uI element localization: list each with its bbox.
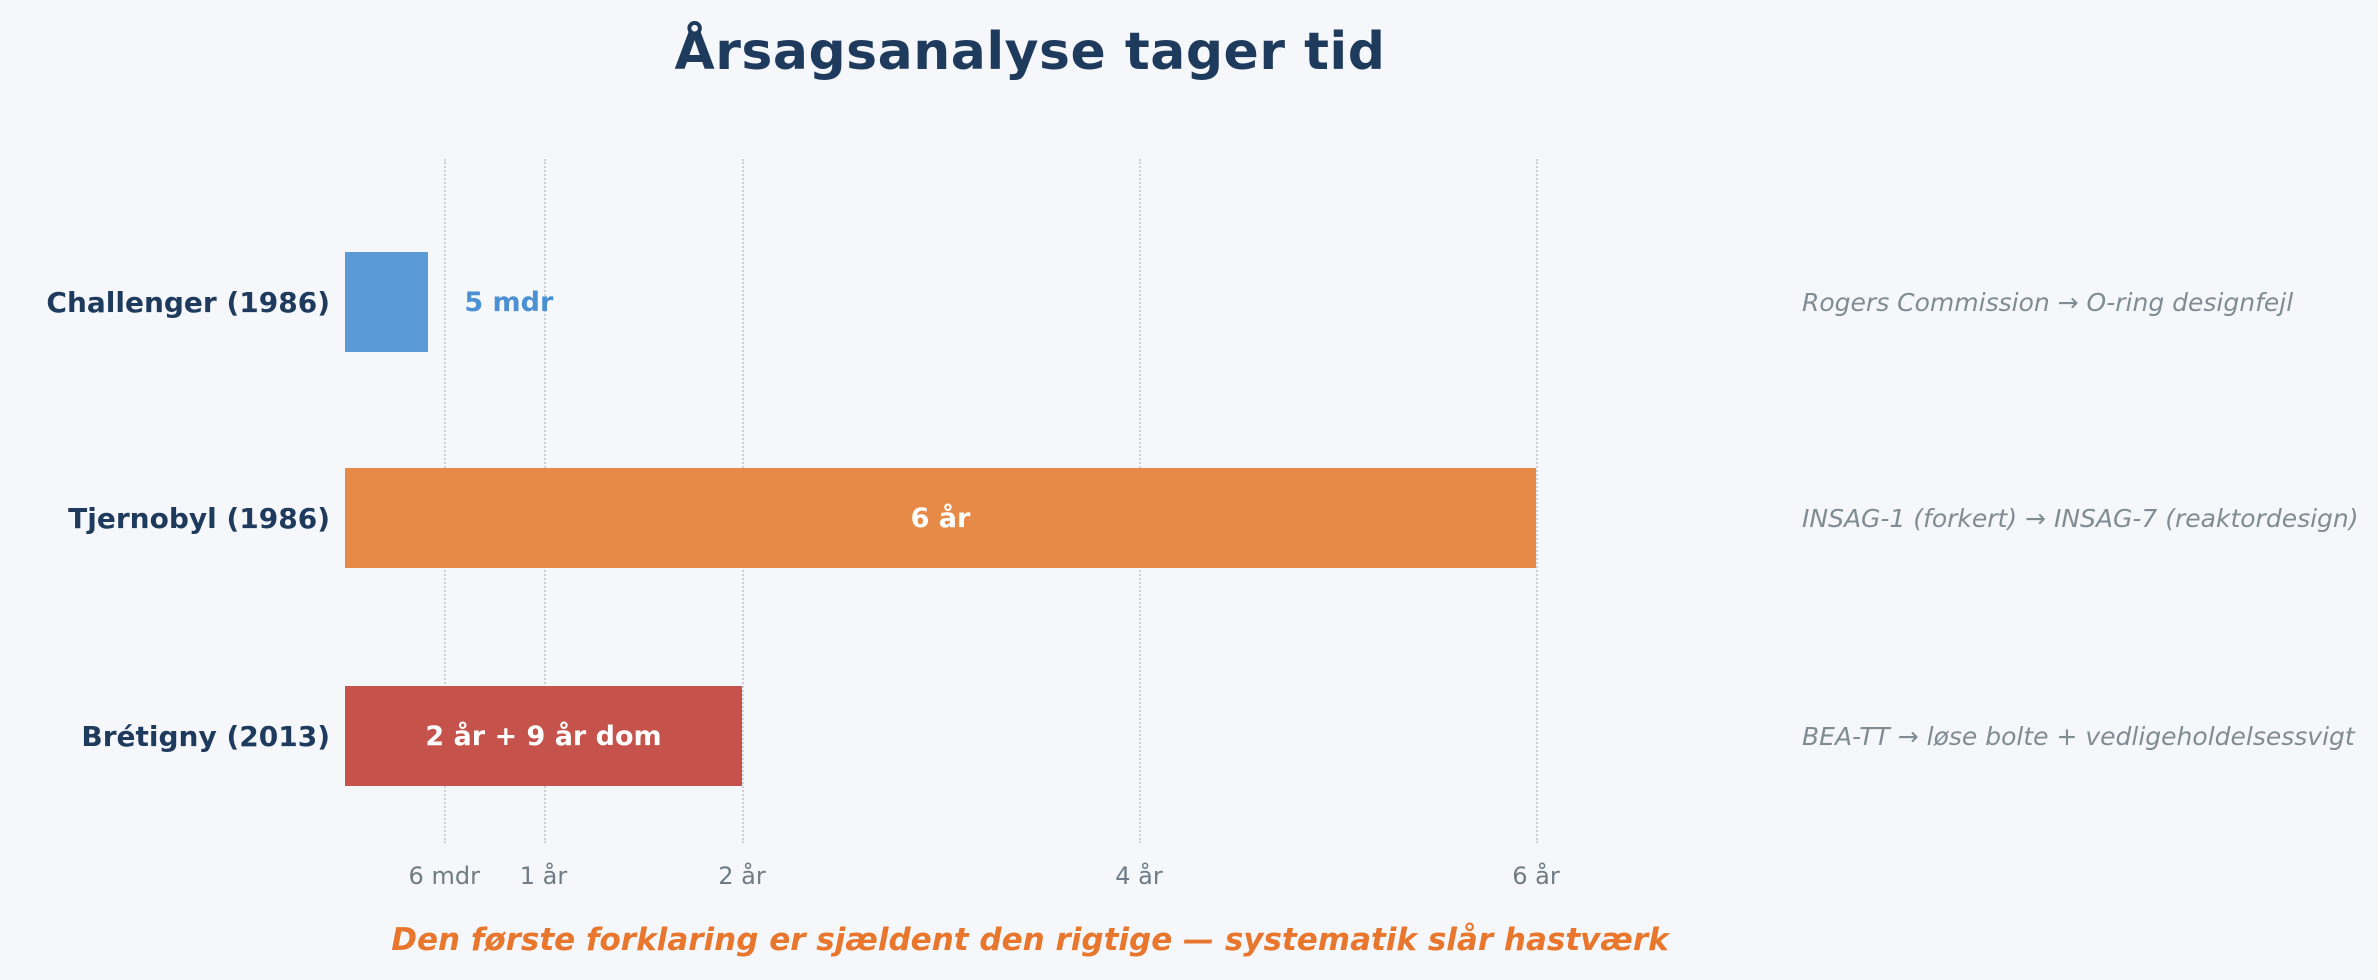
chart-caption: Den første forklaring er sjældent den ri… — [391, 922, 1669, 958]
x-tick-label-1ar: 1 år — [519, 862, 568, 890]
x-tick-label-4ar: 4 år — [1115, 862, 1163, 890]
bar-tjernobyl — [345, 468, 1536, 568]
x-tick-label-6mdr: 6 mdr — [408, 862, 480, 890]
value-label-tjernobyl: 6 år — [910, 502, 971, 534]
value-label-challenger: 5 mdr — [464, 286, 554, 318]
annotation-challenger: Rogers Commission → O-ring designfejl — [1802, 287, 2294, 317]
category-label-tjernobyl: Tjernobyl (1986) — [68, 501, 330, 535]
gridline-6ar — [1536, 159, 1538, 843]
chart-title: Årsagsanalyse tager tid — [674, 22, 1386, 82]
category-label-bretigny: Brétigny (2013) — [81, 719, 330, 753]
bar-challenger — [345, 252, 429, 352]
bar-bretigny — [345, 686, 742, 786]
value-label-bretigny: 2 år + 9 år dom — [425, 720, 662, 752]
annotation-bretigny: BEA-TT → løse bolte + vedligeholdelsessv… — [1802, 721, 2355, 751]
annotation-tjernobyl: INSAG-1 (forkert) → INSAG-7 (reaktordesi… — [1802, 503, 2359, 533]
category-label-challenger: Challenger (1986) — [46, 285, 330, 319]
x-tick-label-6ar: 6 år — [1512, 862, 1560, 890]
x-tick-label-2ar: 2 år — [718, 862, 766, 890]
